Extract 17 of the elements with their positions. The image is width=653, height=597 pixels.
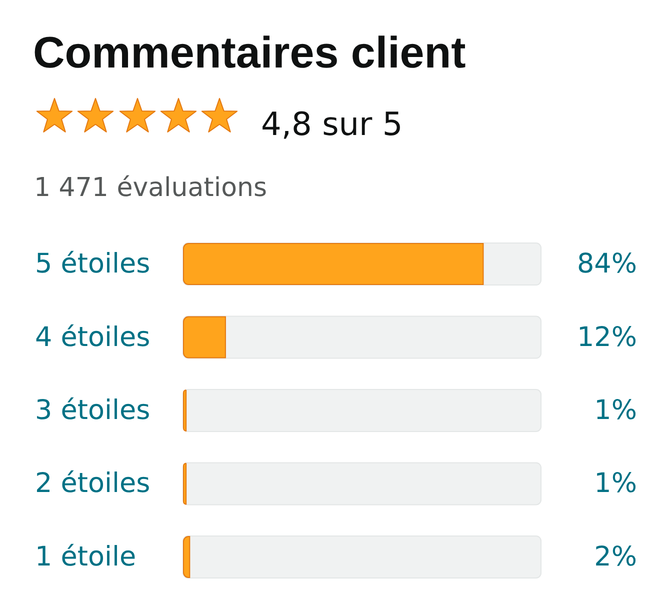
data-label: 12%	[576, 322, 637, 353]
chart-title: Commentaires client	[33, 28, 466, 78]
y-tick-label: 5 étoiles	[35, 248, 150, 280]
y-tick-label: 1 étoile	[35, 541, 136, 572]
y-tick-label: 3 étoiles	[35, 395, 150, 426]
data-label: 84%	[576, 248, 637, 280]
y-tick-label: 2 étoiles	[35, 468, 150, 500]
chart-subtitle: 4,8 sur 5	[261, 105, 403, 143]
bar	[183, 390, 187, 432]
text: 1 471 évaluations	[34, 173, 267, 203]
bar	[183, 316, 226, 358]
y-tick-label: 4 étoiles	[35, 322, 150, 353]
data-label: 1%	[594, 395, 637, 426]
data-label: 1%	[594, 468, 637, 500]
data-label: 2%	[594, 541, 637, 572]
bar	[183, 462, 187, 505]
bar	[183, 536, 190, 578]
